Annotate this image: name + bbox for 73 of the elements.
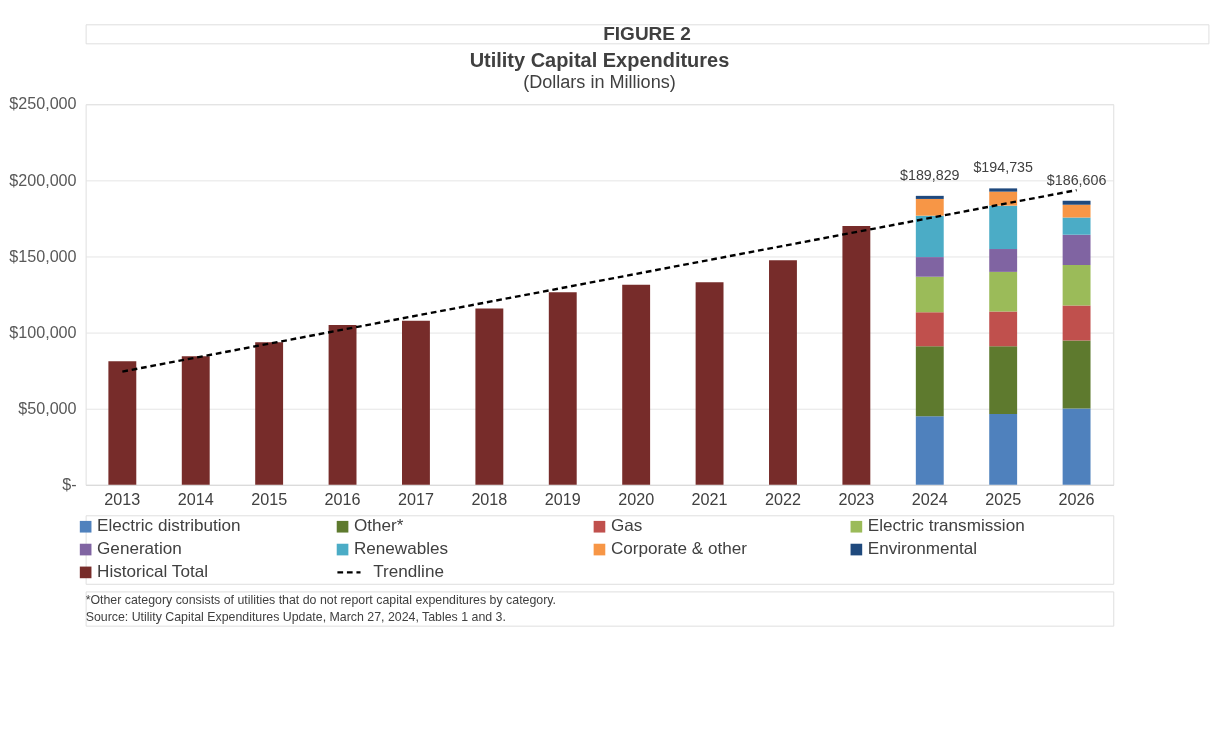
total-label: $194,735 — [973, 159, 1033, 176]
y-tick-label: $- — [62, 475, 77, 494]
bar — [842, 226, 871, 485]
bar — [989, 311, 1018, 347]
bar — [1062, 200, 1091, 205]
source-note: Source: Utility Capital Expenditures Update, March 27, 2024, Tables 1 and 3. — [85, 609, 506, 624]
bar — [915, 312, 944, 347]
x-tick-label: 2022 — [764, 490, 801, 509]
bar — [108, 361, 137, 485]
bar — [1062, 265, 1091, 306]
x-tick-label: 2015 — [251, 490, 288, 509]
chart-subtitle: (Dollars in Millions) — [523, 72, 676, 93]
bar — [915, 215, 944, 258]
y-tick-label: $50,000 — [18, 398, 77, 417]
total-label: $189,829 — [900, 166, 960, 183]
legend-label: Other* — [353, 516, 404, 536]
bar — [475, 308, 504, 485]
x-tick-label: 2013 — [104, 490, 141, 509]
x-tick-label: 2018 — [471, 490, 508, 509]
bar — [769, 260, 797, 485]
y-tick-label: $200,000 — [9, 170, 77, 189]
y-tick-label: $250,000 — [9, 94, 77, 113]
bar — [989, 346, 1018, 414]
x-tick-label: 2026 — [1058, 490, 1095, 509]
bar — [255, 342, 284, 485]
bar — [989, 188, 1018, 192]
bar — [695, 282, 724, 485]
x-tick-label: 2014 — [177, 490, 214, 509]
x-tick-label: 2020 — [618, 490, 655, 509]
bar — [915, 195, 944, 199]
bar — [989, 191, 1018, 206]
bar — [181, 356, 210, 485]
legend-label: Corporate & other — [610, 539, 748, 559]
bar — [548, 292, 577, 485]
bar — [989, 413, 1018, 485]
bar — [915, 416, 944, 485]
bar — [1062, 217, 1091, 235]
bar — [915, 198, 944, 216]
legend-label: Electric transmission — [867, 516, 1025, 536]
y-tick-label: $100,000 — [9, 322, 77, 341]
x-tick-label: 2019 — [544, 490, 581, 509]
x-tick-label: 2017 — [397, 490, 434, 509]
bar — [915, 346, 944, 417]
text: *Other category consists of utilities that do not report capital expenditures by category. — [85, 592, 557, 607]
bar — [622, 284, 651, 485]
legend-label: Generation — [97, 539, 182, 559]
legend-label: Renewables — [353, 539, 449, 559]
bar — [1062, 408, 1091, 485]
bar — [915, 276, 944, 313]
x-tick-label: 2023 — [838, 490, 875, 509]
bar — [402, 320, 430, 485]
y-tick-label: $150,000 — [9, 246, 77, 265]
caption: FIGURE 2 — [603, 22, 691, 44]
x-tick-label: 2024 — [911, 490, 948, 509]
bar — [1062, 204, 1091, 218]
bar — [1062, 340, 1091, 409]
legend-label: Electric distribution — [97, 516, 241, 536]
x-tick-label: 2025 — [985, 490, 1022, 509]
bar — [1062, 305, 1091, 341]
x-tick-label: 2021 — [691, 490, 728, 509]
legend-label: Environmental — [867, 539, 978, 559]
total-label: $186,606 — [1046, 171, 1107, 188]
bar — [989, 205, 1018, 250]
bar — [1062, 234, 1091, 266]
bar — [989, 271, 1018, 312]
bar — [915, 257, 944, 277]
legend-label: Trendline — [373, 562, 444, 582]
x-tick-label: 2016 — [324, 490, 361, 509]
bar — [989, 249, 1018, 272]
legend-label: Historical Total — [97, 562, 208, 582]
bar — [328, 325, 357, 485]
legend-label: Gas — [610, 516, 643, 536]
chart-title: Utility Capital Expenditures — [469, 49, 730, 72]
